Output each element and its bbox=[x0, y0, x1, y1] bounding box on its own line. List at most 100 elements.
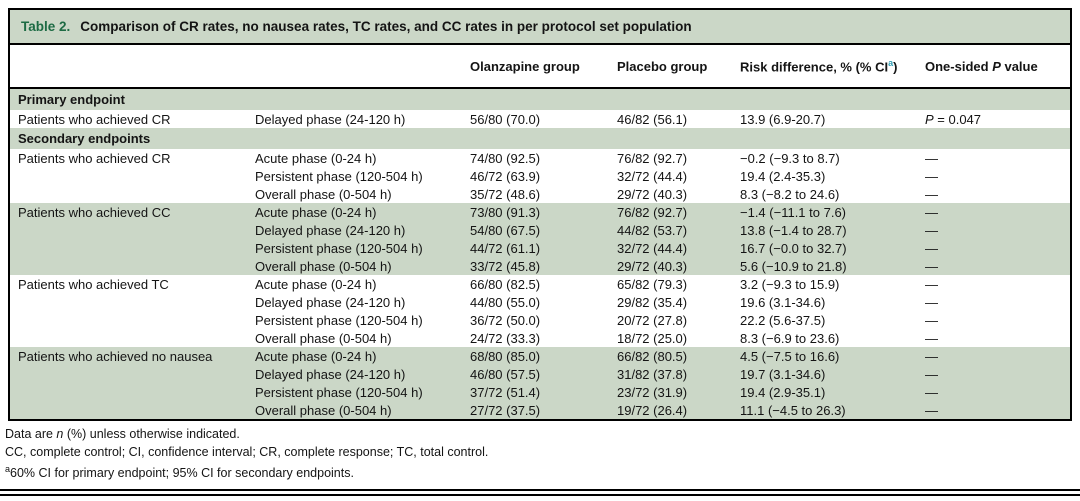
cell-p: — bbox=[925, 312, 938, 328]
table-row: Persistent phase (120-504 h) 36/72 (50.0)… bbox=[10, 311, 1070, 329]
ci-footnote-marker-bottom: a bbox=[5, 464, 11, 474]
table-row: Persistent phase (120-504 h) 37/72 (51.4)… bbox=[10, 383, 1070, 401]
cell-p: — bbox=[917, 257, 1070, 275]
cell-risk: 19.4 (2.9-35.1) bbox=[732, 383, 917, 401]
cell-risk: 8.3 (−6.9 to 23.6) bbox=[740, 330, 840, 346]
cell-endpoint bbox=[10, 257, 247, 275]
footnote-ci-note: a60% CI for primary endpoint; 95% CI for… bbox=[5, 464, 354, 481]
table-row: Patients who achieved CR Delayed phase (2… bbox=[10, 110, 1070, 128]
table-row: Patients who achieved CR Acute phase (0-2… bbox=[10, 149, 1070, 167]
cell-placebo: 29/72 (40.3) bbox=[609, 257, 732, 275]
cell-endpoint bbox=[10, 311, 247, 329]
section-label: Secondary endpoints bbox=[10, 128, 1070, 149]
table-row: Delayed phase (24-120 h) 46/80 (57.5) 31/8… bbox=[10, 365, 1070, 383]
table-number-label: Table 2. bbox=[21, 19, 71, 34]
table-row: Overall phase (0-504 h) 33/72 (45.8) 29/72… bbox=[10, 257, 1070, 275]
cell-phase: Overall phase (0-504 h) bbox=[255, 186, 392, 202]
header-row: Olanzapine group Placebo group Risk diff… bbox=[10, 45, 1070, 89]
table-row: Persistent phase (120-504 h) 46/72 (63.9)… bbox=[10, 167, 1070, 185]
table-title-text: Comparison of CR rates, no nausea rates,… bbox=[80, 19, 692, 34]
table-footnotes: Data are n (%) unless otherwise indicate… bbox=[5, 426, 1072, 483]
cell-p: — bbox=[917, 383, 1070, 401]
bottom-double-rule bbox=[0, 488, 1080, 496]
cell-risk: 19.7 (3.1-34.6) bbox=[732, 365, 917, 383]
cell-risk: 13.9 (6.9-20.7) bbox=[740, 111, 826, 127]
cell-phase: Delayed phase (24-120 h) bbox=[255, 111, 406, 127]
cell-p: — bbox=[917, 365, 1070, 383]
cell-phase: Acute phase (0-24 h) bbox=[247, 203, 462, 221]
cell-endpoint bbox=[10, 185, 247, 203]
cell-olanzapine: 27/72 (37.5) bbox=[462, 401, 609, 419]
table-row: Patients who achieved no nausea Acute pha… bbox=[10, 347, 1070, 365]
cell-p: — bbox=[925, 186, 938, 202]
table-2-container: Table 2. Comparison of CR rates, no nause… bbox=[8, 8, 1072, 421]
col-header-phase bbox=[247, 45, 462, 89]
cell-placebo: 19/72 (26.4) bbox=[609, 401, 732, 419]
cell-olanzapine: 36/72 (50.0) bbox=[470, 312, 541, 328]
cell-phase: Acute phase (0-24 h) bbox=[247, 347, 462, 365]
cell-phase: Acute phase (0-24 h) bbox=[255, 276, 377, 292]
cell-endpoint: Patients who achieved CR bbox=[18, 150, 171, 166]
cell-endpoint bbox=[10, 239, 247, 257]
section-row: Secondary endpoints bbox=[10, 128, 1070, 149]
table-body: Primary endpoint Patients who achieved CR… bbox=[10, 88, 1070, 419]
cell-olanzapine: 74/80 (92.5) bbox=[470, 150, 541, 166]
cell-olanzapine: 24/72 (33.3) bbox=[470, 330, 541, 346]
footnote-abbreviations: CC, complete control; CI, confidence int… bbox=[5, 444, 489, 459]
cell-risk: 16.7 (−0.0 to 32.7) bbox=[732, 239, 917, 257]
cell-p: — bbox=[925, 276, 938, 292]
footnote-data-note: Data are n (%) unless otherwise indicate… bbox=[5, 427, 240, 441]
cell-olanzapine: 54/80 (67.5) bbox=[462, 221, 609, 239]
cell-olanzapine: 44/80 (55.0) bbox=[470, 294, 541, 310]
cell-p: — bbox=[925, 150, 938, 166]
cell-olanzapine: 35/72 (48.6) bbox=[470, 186, 541, 202]
cell-p: — bbox=[917, 239, 1070, 257]
cell-phase: Overall phase (0-504 h) bbox=[255, 330, 392, 346]
cell-placebo: 20/72 (27.8) bbox=[617, 312, 688, 328]
cell-endpoint: Patients who achieved no nausea bbox=[10, 347, 247, 365]
cell-endpoint bbox=[10, 365, 247, 383]
cell-placebo: 44/82 (53.7) bbox=[609, 221, 732, 239]
cell-olanzapine: 37/72 (51.4) bbox=[462, 383, 609, 401]
cell-p: P = 0.047 bbox=[925, 111, 982, 127]
cell-p: — bbox=[917, 221, 1070, 239]
cell-p: — bbox=[917, 401, 1070, 419]
cell-olanzapine: 44/72 (61.1) bbox=[462, 239, 609, 257]
cell-olanzapine: 33/72 (45.8) bbox=[462, 257, 609, 275]
cell-risk: 4.5 (−7.5 to 16.6) bbox=[732, 347, 917, 365]
cell-phase: Delayed phase (24-120 h) bbox=[247, 365, 462, 383]
cell-risk: 19.4 (2.4-35.3) bbox=[740, 168, 826, 184]
cell-phase: Persistent phase (120-504 h) bbox=[255, 168, 423, 184]
table-row: Patients who achieved CC Acute phase (0-2… bbox=[10, 203, 1070, 221]
cell-endpoint bbox=[10, 293, 247, 311]
cell-risk: 5.6 (−10.9 to 21.8) bbox=[732, 257, 917, 275]
cell-phase: Acute phase (0-24 h) bbox=[255, 150, 377, 166]
table-row: Overall phase (0-504 h) 35/72 (48.6) 29/72… bbox=[10, 185, 1070, 203]
section-label: Primary endpoint bbox=[10, 88, 1070, 110]
col-header-endpoint bbox=[10, 45, 247, 89]
table-row: Patients who achieved TC Acute phase (0-2… bbox=[10, 275, 1070, 293]
cell-phase: Persistent phase (120-504 h) bbox=[247, 383, 462, 401]
cell-endpoint bbox=[10, 383, 247, 401]
table-row: Overall phase (0-504 h) 27/72 (37.5) 19/72… bbox=[10, 401, 1070, 419]
table-header: Olanzapine group Placebo group Risk diff… bbox=[10, 45, 1070, 89]
cell-risk: −0.2 (−9.3 to 8.7) bbox=[740, 150, 840, 166]
cell-endpoint: Patients who achieved CC bbox=[10, 203, 247, 221]
cell-endpoint bbox=[10, 401, 247, 419]
cell-placebo: 46/82 (56.1) bbox=[617, 111, 688, 127]
cell-phase: Overall phase (0-504 h) bbox=[247, 401, 462, 419]
cell-placebo: 31/82 (37.8) bbox=[609, 365, 732, 383]
cell-placebo: 29/72 (40.3) bbox=[617, 186, 688, 202]
cell-p: — bbox=[917, 203, 1070, 221]
cell-placebo: 29/82 (35.4) bbox=[617, 294, 688, 310]
cell-olanzapine: 46/72 (63.9) bbox=[470, 168, 541, 184]
cell-risk: −1.4 (−11.1 to 7.6) bbox=[732, 203, 917, 221]
cell-olanzapine: 73/80 (91.3) bbox=[462, 203, 609, 221]
cell-p: — bbox=[917, 347, 1070, 365]
cell-olanzapine: 66/80 (82.5) bbox=[470, 276, 541, 292]
comparison-table: Olanzapine group Placebo group Risk diff… bbox=[10, 45, 1070, 419]
cell-p: — bbox=[925, 168, 938, 184]
cell-placebo: 23/72 (31.9) bbox=[609, 383, 732, 401]
cell-endpoint bbox=[10, 329, 247, 347]
